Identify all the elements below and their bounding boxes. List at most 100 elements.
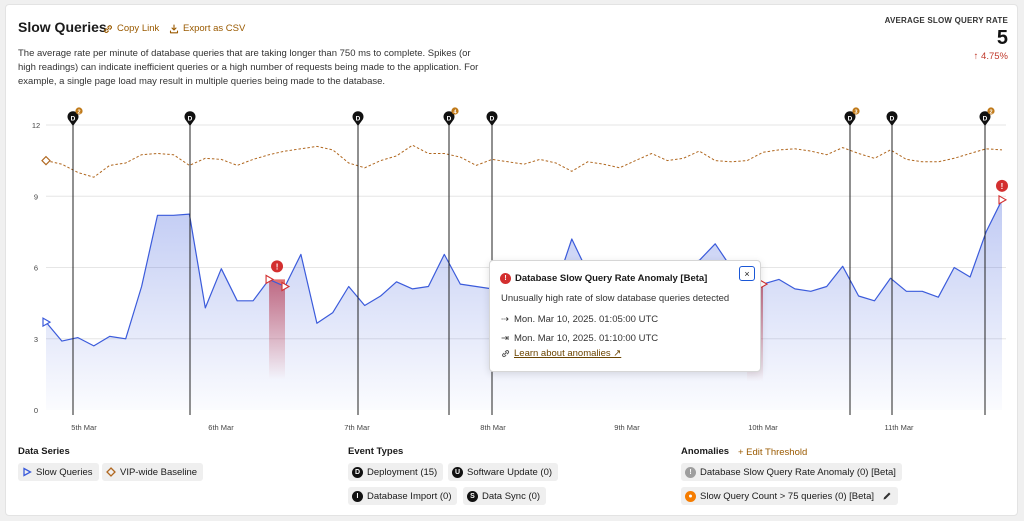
copy-link-label: Copy Link <box>117 23 160 34</box>
anomaly-type-rate-label: Database Slow Query Rate Anomaly (0) [Be… <box>700 466 896 478</box>
deployment-event-pin[interactable] <box>886 111 898 126</box>
legend-slow-queries[interactable]: Slow Queries <box>18 463 99 481</box>
deployment-event-letter: D <box>71 116 76 123</box>
tooltip-description: Unusually high rate of slow database que… <box>501 293 730 304</box>
data-sync-icon: S <box>467 490 478 502</box>
y-tick-label: 12 <box>32 121 40 130</box>
alert-icon: ! <box>685 466 696 478</box>
tooltip-title-text: Database Slow Query Rate Anomaly [Beta] <box>515 273 708 284</box>
diamond-icon <box>106 467 116 477</box>
chart-description: The average rate per minute of database … <box>18 48 479 87</box>
event-type-data-sync-label: Data Sync (0) <box>482 490 541 502</box>
event-count-label: 2 <box>989 109 992 115</box>
alert-icon-glyph: ! <box>1001 182 1004 191</box>
tooltip-end-time: Mon. Mar 10, 2025. 01:10:00 UTC <box>513 333 659 344</box>
learn-anomalies-link[interactable]: Learn about anomalies ↗ <box>501 348 621 359</box>
tooltip-title: ! Database Slow Query Rate Anomaly [Beta… <box>500 273 707 284</box>
deployment-event-pin[interactable] <box>67 111 79 126</box>
event-count-badge <box>987 107 995 115</box>
event-count-badge <box>75 107 83 115</box>
alert-icon[interactable] <box>271 260 284 273</box>
anomaly-type-count-label: Slow Query Count > 75 queries (0) [Beta] <box>700 490 874 502</box>
event-type-database-import-label: Database Import (0) <box>367 490 452 502</box>
anomaly-type-count[interactable]: ● Slow Query Count > 75 queries (0) [Bet… <box>681 487 898 505</box>
deployment-event-letter: D <box>447 116 452 123</box>
legend-baseline[interactable]: VIP-wide Baseline <box>102 463 204 481</box>
deployment-icon: D <box>352 466 363 478</box>
anomaly-point-marker[interactable] <box>265 274 275 285</box>
event-type-deployment-label: Deployment (15) <box>367 466 438 478</box>
y-tick-label: 3 <box>34 335 38 344</box>
deployment-event-letter: D <box>983 116 988 123</box>
y-tick-label: 6 <box>34 264 38 273</box>
learn-anomalies-label: Learn about anomalies ↗ <box>514 348 622 359</box>
deployment-event-pin[interactable] <box>352 111 364 126</box>
pencil-icon[interactable] <box>882 491 892 501</box>
baseline-line[interactable] <box>45 144 1003 178</box>
y-tick-label: 9 <box>34 192 38 201</box>
anomaly-point-marker[interactable] <box>998 194 1008 205</box>
deployment-event-letter: D <box>490 116 495 123</box>
database-import-icon: I <box>352 490 363 502</box>
event-count-label: 2 <box>77 109 80 115</box>
x-tick-label: 7th Mar <box>344 423 370 432</box>
anomalies-title: Anomalies <box>681 446 730 457</box>
deployment-event-pin[interactable] <box>844 111 856 126</box>
tooltip-close-button[interactable]: × <box>739 266 755 281</box>
threshold-icon: ● <box>685 490 696 502</box>
export-csv-button[interactable]: Export as CSV <box>169 23 245 34</box>
tooltip-start-time: Mon. Mar 10, 2025. 01:05:00 UTC <box>513 314 659 325</box>
deployment-event-pin[interactable] <box>486 111 498 126</box>
deployment-event-pin[interactable] <box>979 111 991 126</box>
x-tick-label: 10th Mar <box>748 423 778 432</box>
link-icon <box>502 350 510 358</box>
event-types-title: Event Types <box>348 446 404 457</box>
metric-label: AVERAGE SLOW QUERY RATE <box>884 16 1008 25</box>
event-count-badge <box>451 107 459 115</box>
event-type-database-import[interactable]: I Database Import (0) <box>348 487 458 505</box>
event-type-deployment[interactable]: D Deployment (15) <box>348 463 444 481</box>
x-tick-label: 5th Mar <box>71 423 97 432</box>
alert-icon: ! <box>500 273 511 284</box>
event-type-data-sync[interactable]: S Data Sync (0) <box>463 487 547 505</box>
event-count-label: 4 <box>453 109 457 115</box>
export-csv-label: Export as CSV <box>183 23 246 34</box>
metric-value: 5 <box>996 27 1008 49</box>
software-update-icon: U <box>452 466 463 478</box>
tooltip-end-row: ⇥ Mon. Mar 10, 2025. 01:10:00 UTC <box>501 333 658 344</box>
data-series-title: Data Series <box>18 446 70 457</box>
alert-icon-glyph: ! <box>276 262 279 271</box>
event-count-label: 3 <box>854 109 857 115</box>
event-type-software-update[interactable]: U Software Update (0) <box>448 463 559 481</box>
copy-link-button[interactable]: Copy Link <box>103 23 159 34</box>
y-tick-label: 0 <box>34 406 38 415</box>
start-arrow-icon: ⇢ <box>501 314 509 325</box>
legend-slow-queries-label: Slow Queries <box>36 466 93 478</box>
card-title: Slow Queries <box>18 19 107 35</box>
deployment-event-pin[interactable] <box>443 111 455 126</box>
end-arrow-icon: ⇥ <box>501 333 509 344</box>
deployment-event-letter: D <box>188 116 193 123</box>
metric-delta: ↑ 4.75% <box>973 51 1008 62</box>
x-tick-label: 9th Mar <box>614 423 640 432</box>
deployment-event-letter: D <box>890 116 895 123</box>
baseline-start-marker <box>41 155 51 166</box>
x-tick-label: 8th Mar <box>480 423 506 432</box>
deployment-event-letter: D <box>356 116 361 123</box>
deployment-event-letter: D <box>848 116 853 123</box>
link-icon <box>104 24 112 33</box>
deployment-event-pin[interactable] <box>184 111 196 126</box>
anomaly-tooltip: ! Database Slow Query Rate Anomaly [Beta… <box>489 260 761 372</box>
slow-queries-start-marker <box>42 317 52 328</box>
download-icon <box>169 23 179 33</box>
anomaly-type-rate[interactable]: ! Database Slow Query Rate Anomaly (0) [… <box>681 463 902 481</box>
x-tick-label: 11th Mar <box>884 423 914 432</box>
legend-baseline-label: VIP-wide Baseline <box>120 466 198 478</box>
alert-icon[interactable] <box>996 179 1008 192</box>
edit-threshold-button[interactable]: + Edit Threshold <box>738 447 808 458</box>
event-count-badge <box>852 107 860 115</box>
anomaly-point-marker[interactable] <box>281 281 291 292</box>
x-tick-label: 6th Mar <box>208 423 234 432</box>
event-type-software-update-label: Software Update (0) <box>467 466 553 478</box>
slow-queries-card: Slow Queries Copy Link Export as CSV The… <box>5 4 1018 516</box>
